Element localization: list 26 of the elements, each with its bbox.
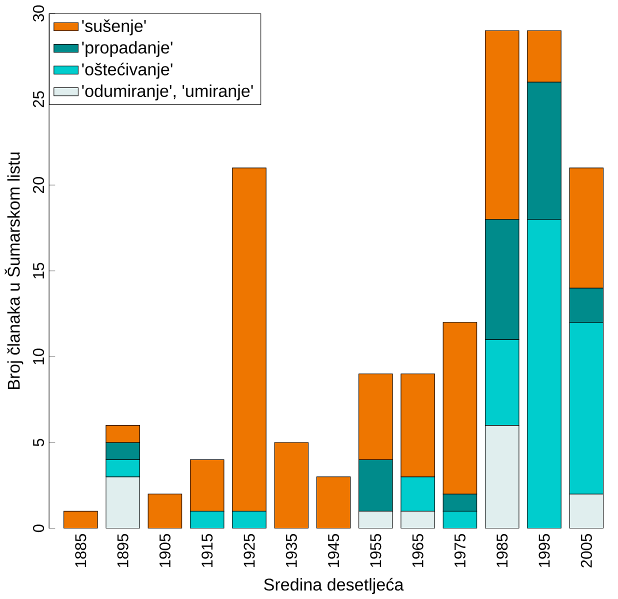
y-tick-label: 0	[32, 524, 44, 532]
x-tick-label: 1955	[370, 534, 382, 568]
y-tick-label: 15	[33, 262, 44, 279]
y-tick-label: 25	[32, 91, 44, 108]
x-tick-label: 1995	[538, 534, 550, 568]
x-tick-label: 1975	[454, 534, 466, 568]
x-tick-label: 1895	[117, 534, 128, 568]
x-tick-label: 2005	[580, 534, 592, 568]
y-axis-title: Broj članaka u Šumarskom listu	[4, 152, 24, 390]
y-tick-label: 10	[32, 348, 44, 364]
x-tick-label: 1885	[75, 534, 86, 568]
x-tick-label: 1965	[412, 534, 424, 568]
x-tick-label: 1925	[244, 534, 255, 568]
y-tick-label: 20	[32, 177, 44, 194]
legend-label: 'sušenje'	[82, 20, 146, 36]
legend-label: 'oštećivanje'	[82, 62, 172, 79]
x-axis-title: Sredina desetljeća	[264, 578, 404, 594]
y-tick-label: 30	[32, 5, 44, 22]
legend-label: 'odumiranje', 'umiranje'	[82, 84, 253, 101]
x-tick-label: 1935	[286, 534, 297, 568]
legend-label: 'propadanje'	[82, 41, 172, 58]
x-tick-label: 1945	[328, 534, 340, 568]
x-tick-label: 1985	[496, 534, 508, 568]
x-tick-label: 1905	[159, 534, 171, 568]
y-tick-label: 5	[33, 438, 44, 446]
x-tick-label: 1915	[202, 534, 213, 568]
